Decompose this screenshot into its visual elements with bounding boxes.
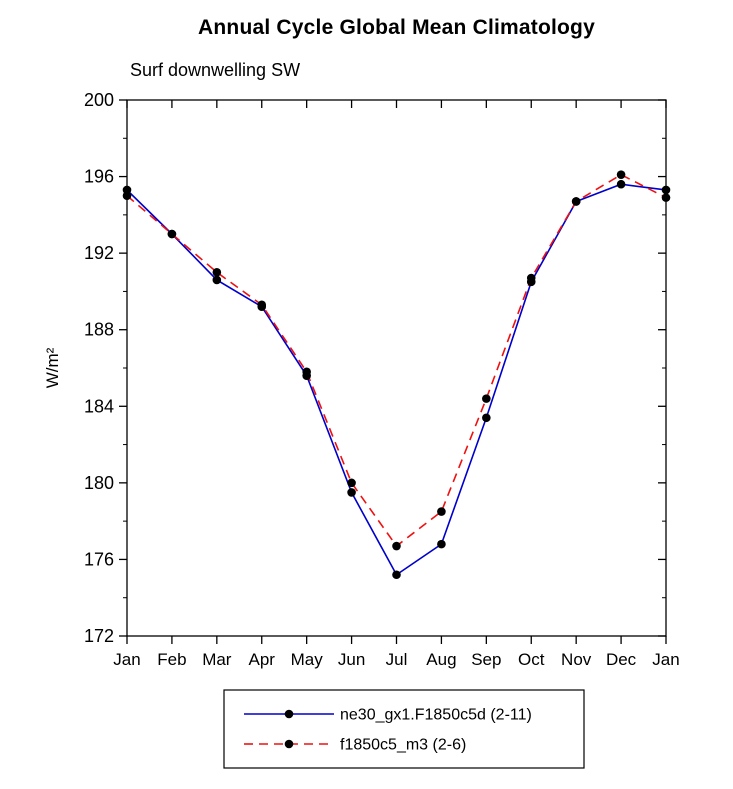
legend-box	[223, 689, 585, 769]
y-tick-label: 192	[84, 243, 114, 263]
chart-title: Annual Cycle Global Mean Climatology	[198, 16, 595, 39]
x-tick-label: Jan	[113, 650, 140, 669]
series-line-1	[126, 173, 667, 548]
data-point-marker	[571, 197, 581, 206]
x-tick-label: Mar	[202, 650, 232, 669]
legend: ne30_gx1.F1850c5d (2-11) f1850c5_m3 (2-6)	[223, 689, 585, 769]
data-point-marker	[167, 229, 177, 239]
data-point-marker	[302, 367, 311, 377]
data-point-marker	[482, 413, 491, 423]
data-point-marker	[661, 193, 671, 202]
y-tick-label: 188	[84, 320, 114, 340]
x-tick-label: Aug	[426, 650, 456, 669]
data-point-marker	[482, 394, 491, 403]
data-point-marker	[122, 191, 132, 201]
x-tick-label: May	[291, 650, 324, 669]
data-point-marker	[437, 539, 446, 549]
y-tick-label: 176	[84, 549, 114, 569]
y-tick-label: 196	[84, 167, 114, 187]
chart-subtitle: Surf downwelling SW	[130, 60, 301, 80]
x-tick-label: Nov	[561, 650, 592, 669]
plot-area: 172 176 180 184 188 192 196 200 Jan Feb Mar Apr May J…	[43, 90, 680, 669]
data-point-marker	[212, 275, 222, 285]
legend-marker	[284, 709, 294, 719]
x-tick-label: Sep	[471, 650, 501, 669]
x-tick-label: Jul	[386, 650, 408, 669]
legend-label: f1850c5_m3 (2-6)	[340, 737, 466, 754]
data-point-marker	[526, 273, 536, 283]
data-point-marker	[212, 267, 222, 277]
y-axis-title: W/m²	[43, 347, 62, 388]
data-point-marker	[257, 300, 267, 310]
data-point-marker	[392, 541, 401, 551]
series-line-0	[126, 183, 667, 576]
x-tick-label: Dec	[606, 650, 637, 669]
data-point-marker	[392, 570, 401, 580]
plot-frame	[126, 99, 667, 637]
y-tick-label: 184	[84, 396, 114, 416]
y-tick-label: 172	[84, 626, 114, 646]
data-point-marker	[616, 179, 626, 189]
y-tick-label: 180	[84, 473, 114, 493]
x-tick-label: Jun	[338, 650, 365, 669]
data-point-marker	[616, 170, 626, 179]
data-point-marker	[437, 507, 446, 516]
x-tick-label: Feb	[157, 650, 186, 669]
data-point-marker	[347, 488, 356, 497]
x-tick-label: Oct	[518, 650, 545, 669]
legend-marker	[284, 739, 294, 749]
x-tick-label: Apr	[249, 650, 276, 669]
data-point-marker	[347, 478, 356, 488]
x-tick-label: Jan	[652, 650, 679, 669]
legend-label: ne30_gx1.F1850c5d (2-11)	[340, 707, 532, 724]
y-tick-label: 200	[84, 90, 114, 110]
data-point-marker	[661, 185, 671, 195]
